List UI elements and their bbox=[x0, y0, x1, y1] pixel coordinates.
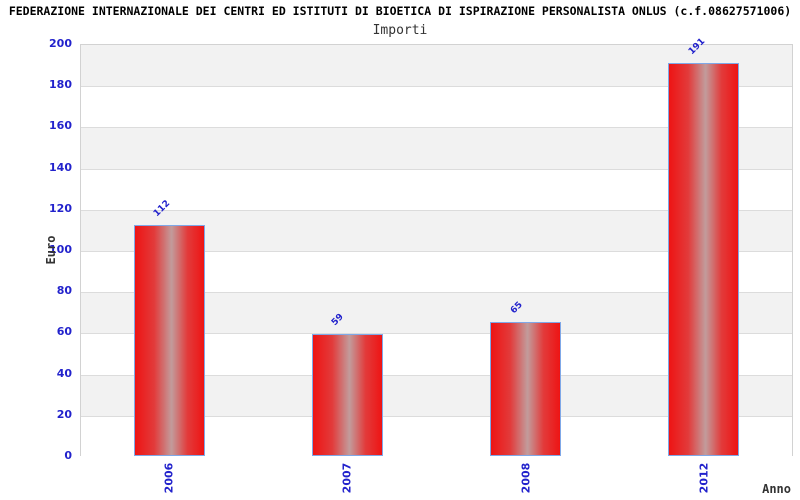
x-tick-label: 2006 bbox=[162, 462, 176, 494]
bar-2012 bbox=[668, 62, 740, 456]
gridline bbox=[81, 415, 792, 417]
gridline bbox=[81, 374, 792, 376]
x-tick-label: 2007 bbox=[340, 462, 354, 494]
y-tick-label: 180 bbox=[49, 78, 72, 92]
gridline bbox=[81, 333, 792, 335]
y-tick-label: 100 bbox=[49, 243, 72, 256]
chart-title: FEDERAZIONE INTERNAZIONALE DEI CENTRI ED… bbox=[8, 4, 792, 18]
y-tick-label: 0 bbox=[64, 449, 72, 462]
y-tick-label: 160 bbox=[49, 119, 72, 133]
gridline bbox=[81, 86, 792, 88]
x-tick-label: 2012 bbox=[697, 462, 711, 494]
y-tick-label: 40 bbox=[56, 366, 72, 380]
x-tick-label: 2008 bbox=[519, 462, 533, 494]
y-tick-label: 200 bbox=[49, 37, 72, 50]
gridline bbox=[81, 168, 792, 170]
y-tick-label: 60 bbox=[56, 325, 72, 339]
y-axis-title: Euro bbox=[44, 235, 58, 265]
chart-subtitle: Importi bbox=[372, 23, 428, 38]
bar-2008 bbox=[490, 322, 562, 456]
x-axis-title: Anno bbox=[762, 482, 791, 496]
y-tick-label: 80 bbox=[56, 284, 72, 298]
bar-2006 bbox=[133, 225, 205, 456]
y-tick-label: 20 bbox=[56, 407, 72, 421]
gridline bbox=[81, 209, 792, 211]
gridline bbox=[81, 251, 792, 252]
y-tick-label: 140 bbox=[49, 160, 72, 174]
bar-2007 bbox=[311, 334, 383, 456]
gridline bbox=[81, 127, 792, 129]
y-tick-label: 120 bbox=[49, 201, 72, 215]
gridline bbox=[81, 292, 792, 294]
